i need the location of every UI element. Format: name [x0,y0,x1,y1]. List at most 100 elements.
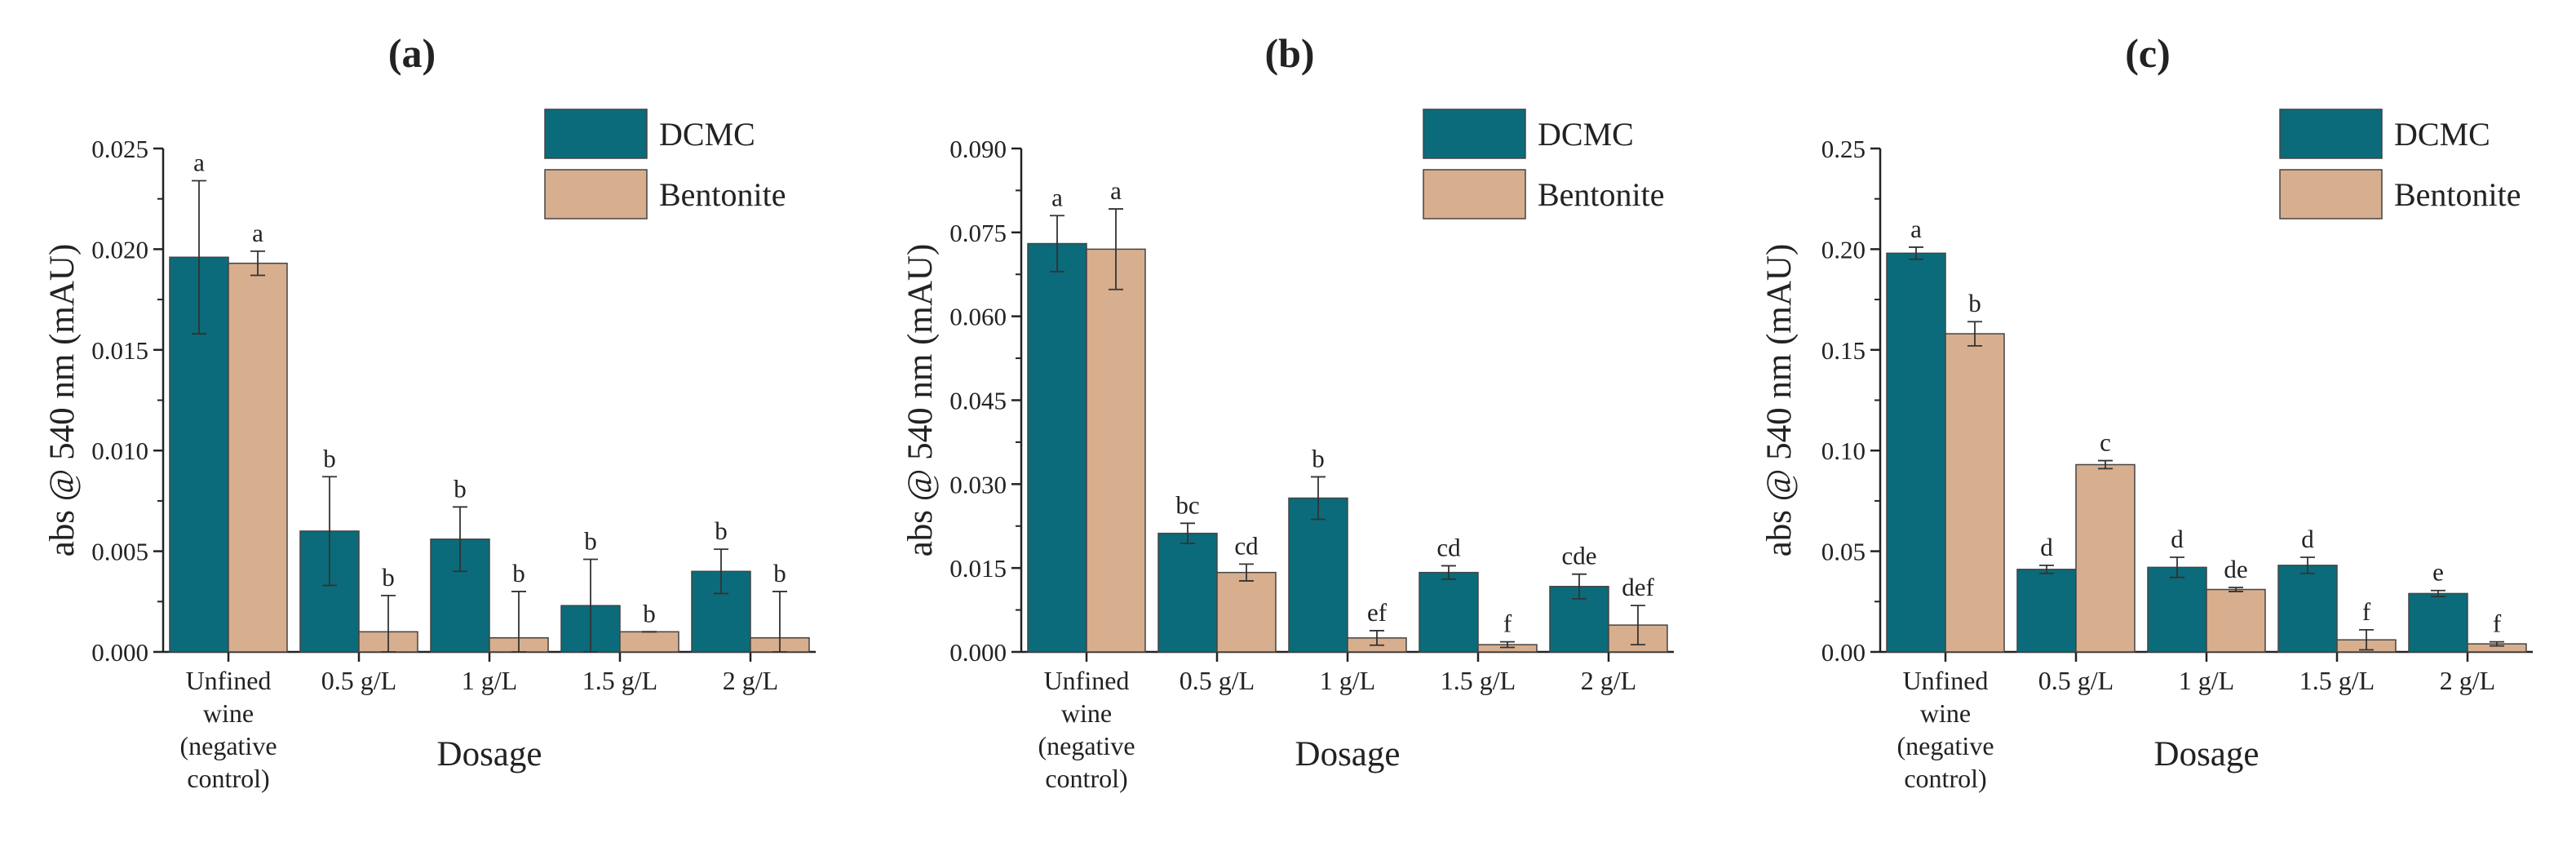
y-tick-label: 0.015 [949,554,1007,583]
x-tick-label: 2 g/L [2440,666,2495,695]
legend-swatch-dcmc [2279,109,2383,159]
x-tick-label-line: 1.5 g/L [582,666,657,695]
legend-label: Bentonite [2394,176,2521,213]
y-tick-label: 0.060 [949,303,1007,331]
x-tick-label: 1 g/L [1320,666,1375,695]
significance-letter: b [773,559,786,587]
significance-letter: def [1622,573,1654,601]
x-tick-label: 0.5 g/L [1180,666,1255,695]
bar-bentonite [1086,248,1146,653]
x-tick-label-line: (negative [179,731,277,760]
legend-label: Bentonite [659,176,786,213]
y-axis-title: abs @ 540 nm (mAU) [43,244,82,557]
panel-title-c: (c) [2125,30,2171,76]
x-tick-label-line: 2 g/L [1581,666,1636,695]
panel-c: (c) 0.00 0.05 0.10 0.15 0.20 0.25 abs @ 540 nm … [1760,30,2533,793]
x-tick-label-line: 0.5 g/L [321,666,396,695]
legend-swatch-bentonite [1423,169,1526,219]
bar-bentonite [2206,588,2266,653]
bar-bentonite [2075,463,2136,653]
y-tick-label: 0.10 [1821,437,1866,465]
bar-dcmc [1288,497,1348,653]
significance-letter: a [193,148,205,176]
y-tick-label: 0.015 [91,336,148,365]
x-tick-label-line: 2 g/L [2440,666,2495,695]
x-tick-label-line: (negative [1038,731,1135,760]
significance-letter: d [2171,525,2184,553]
x-tick-label-line: control) [1045,764,1127,793]
y-axis-title: abs @ 540 nm (mAU) [1760,244,1799,557]
significance-letter: a [1051,183,1063,211]
legend: DCMC Bentonite [544,109,786,219]
y-tick-label: 0.15 [1821,336,1866,365]
bar-dcmc [2016,569,2077,653]
significance-letter: d [2040,533,2053,561]
significance-letter: ef [1367,598,1388,627]
bar-dcmc [1886,252,1946,653]
x-tick-label: 2 g/L [1581,666,1636,695]
y-tick-label: 0.000 [91,638,148,667]
x-tick-label: 1 g/L [2179,666,2234,695]
legend-label: DCMC [2394,116,2490,153]
significance-letter: b [715,516,728,545]
significance-letter: b [454,474,467,503]
significance-letter: f [1503,609,1512,638]
x-tick-label-line: 0.5 g/L [1180,666,1255,695]
x-tick-label-line: 1 g/L [2179,666,2234,695]
x-tick-label-line: 1.5 g/L [2299,666,2375,695]
x-tick-label: 0.5 g/L [2038,666,2113,695]
x-tick-label: 2 g/L [723,666,778,695]
significance-letter: c [2100,428,2111,457]
significance-letter: b [1312,444,1325,472]
x-tick-label: 1.5 g/L [582,666,657,695]
x-tick-label-line: Unfined [1044,666,1130,695]
x-tick-label-line: control) [1904,764,1986,793]
x-axis-title: Dosage [2154,735,2260,773]
bar-bentonite [1945,333,2005,653]
panel-title-b: (b) [1264,30,1314,76]
x-tick-label: Unfined wine (negative control) [179,666,277,793]
x-tick-label: Unfined wine (negative control) [1038,666,1135,793]
panel-a: (a) 0.000 0.005 0.010 0.015 0.020 0.025 abs @ 5… [43,30,816,793]
legend-label: DCMC [1538,116,1634,153]
legend-label: DCMC [659,116,755,153]
x-tick-label: 1 g/L [462,666,517,695]
y-tick-label: 0.030 [949,470,1007,499]
significance-letter: b [382,563,395,592]
legend-swatch-bentonite [544,169,648,219]
x-tick-label-line: 0.5 g/L [2038,666,2113,695]
x-tick-label-line: wine [1920,698,1971,728]
x-tick-label-line: (negative [1897,731,1994,760]
significance-letter: e [2432,558,2444,587]
significance-letter: b [323,444,336,472]
y-tick-label: 0.25 [1821,135,1866,163]
y-tick-label: 0.05 [1821,538,1866,566]
legend-swatch-dcmc [544,109,648,159]
bar-dcmc [2147,566,2207,653]
bar-dcmc [1157,532,1218,653]
legend: DCMC Bentonite [1423,109,1665,219]
legend-swatch-bentonite [2279,169,2383,219]
panel-b: (b)0.0000.0150.0300.0450.0600.0750.090ab… [901,30,1674,793]
significance-letter: b [1968,289,1981,317]
significance-letter: a [252,219,263,247]
x-tick-label: 1.5 g/L [2299,666,2375,695]
significance-letter: b [584,526,597,555]
x-tick-label: Unfined wine (negative control) [1897,666,1994,793]
bar-bentonite [619,631,679,653]
significance-letter: b [643,599,656,627]
x-tick-label-line: wine [203,698,254,728]
y-tick-label: 0.00 [1821,638,1866,667]
x-tick-label-line: wine [1061,698,1112,728]
bar-bentonite [1216,571,1277,653]
x-tick-label: 1.5 g/L [1441,666,1516,695]
y-tick-label: 0.025 [91,135,148,163]
significance-letter: f [2493,609,2502,638]
x-tick-label: 0.5 g/L [321,666,396,695]
bar-dcmc [2277,565,2338,653]
x-tick-label-line: 1 g/L [1320,666,1375,695]
x-axis-title: Dosage [437,735,542,773]
x-tick-label-line: Unfined [1903,666,1989,695]
y-tick-label: 0.005 [91,538,148,566]
